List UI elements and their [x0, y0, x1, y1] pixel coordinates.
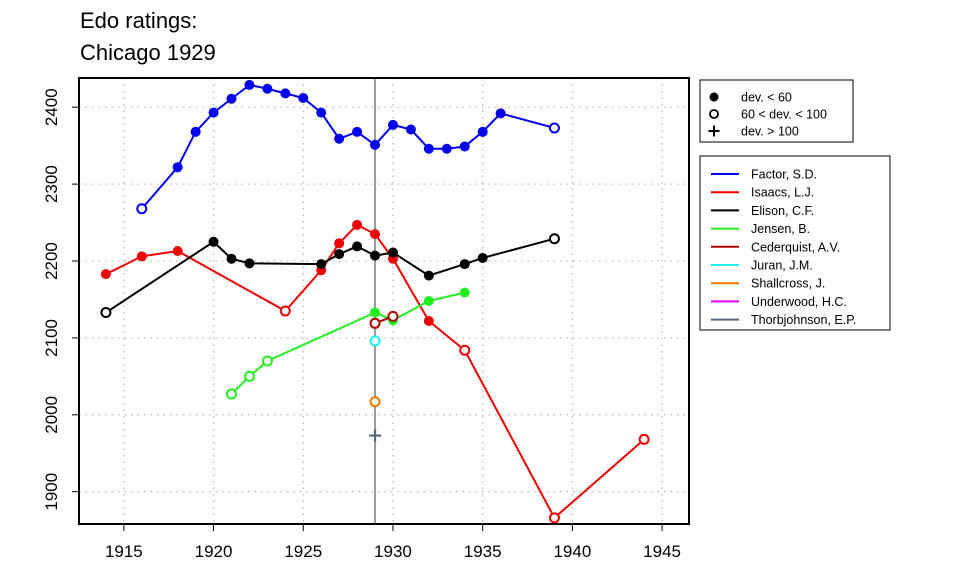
y-tick-label: 2400: [42, 88, 61, 126]
chart-title-line1: Edo ratings:: [80, 8, 198, 33]
legend-symbol-label: dev. > 100: [741, 125, 799, 139]
data-point-filled: [262, 83, 273, 94]
data-point-filled: [334, 133, 345, 144]
data-point-filled: [423, 315, 434, 326]
data-point-open: [459, 344, 471, 356]
data-point-filled: [226, 253, 237, 264]
data-point-filled: [172, 162, 183, 173]
legend-series-label: Jensen, B.: [751, 222, 810, 236]
data-point-filled: [423, 143, 434, 154]
data-point-filled: [477, 252, 488, 263]
legend-series-label: Thorbjohnson, E.P.: [751, 313, 856, 327]
data-point-filled: [477, 126, 488, 137]
data-point-filled: [316, 259, 327, 270]
data-point-filled: [244, 79, 255, 90]
y-tick-label: 2300: [42, 165, 61, 203]
x-tick-label: 1935: [464, 542, 502, 561]
data-point-filled: [387, 119, 398, 130]
x-tick-label: 1915: [105, 542, 143, 561]
data-point-filled: [370, 139, 381, 150]
data-point-open: [226, 388, 237, 400]
y-tick-label: 2200: [42, 242, 61, 280]
data-point-filled: [298, 92, 309, 103]
data-point-filled: [208, 107, 219, 118]
legend-symbol-label: 60 < dev. < 100: [741, 108, 827, 122]
data-point-filled: [244, 258, 255, 269]
data-point-open: [369, 396, 381, 408]
data-point-open: [136, 203, 148, 215]
x-tick-label: 1930: [374, 542, 412, 561]
data-point-filled: [441, 143, 452, 154]
legend-series-label: Underwood, H.C.: [751, 295, 847, 309]
legend-symbol-plus: [708, 125, 720, 137]
legend-series-label: Shallcross, J.: [751, 277, 825, 291]
x-tick-label: 1945: [643, 542, 681, 561]
data-point-filled: [352, 241, 363, 252]
data-point-open: [261, 355, 273, 367]
y-tick-label: 2100: [42, 319, 61, 357]
data-point-filled: [280, 88, 291, 99]
data-point-open: [638, 433, 650, 445]
legend-symbol-label: dev. < 60: [741, 91, 792, 105]
legend-series-label: Cederquist, A.V.: [751, 240, 840, 254]
data-point-filled: [316, 107, 327, 118]
x-tick-label: 1920: [195, 542, 233, 561]
data-point-open: [279, 305, 291, 317]
y-tick-label: 2000: [42, 396, 61, 434]
plot-frame: [78, 77, 690, 525]
data-point-filled: [370, 307, 381, 318]
data-point-filled: [190, 126, 201, 137]
data-point-filled: [352, 126, 363, 137]
series-line: [141, 83, 555, 210]
data-point-open: [548, 122, 560, 134]
data-point-filled: [172, 246, 183, 257]
data-point-filled: [459, 259, 470, 270]
data-point-filled: [459, 141, 470, 152]
chart-title-line2: Chicago 1929: [80, 40, 216, 65]
legend-symbol-open: [709, 109, 719, 119]
legend-series-label: Factor, S.D.: [751, 168, 817, 182]
data-point-open: [387, 310, 399, 322]
series-line: [230, 291, 465, 395]
data-point-filled: [423, 270, 434, 281]
data-point-filled: [459, 287, 470, 298]
data-point-filled: [405, 124, 416, 135]
data-point-filled: [387, 247, 398, 258]
data-point-open: [369, 317, 381, 329]
data-point-filled: [370, 250, 381, 261]
legend-series-label: Juran, J.M.: [751, 259, 813, 273]
x-tick-label: 1925: [284, 542, 322, 561]
y-tick-label: 1900: [42, 473, 61, 511]
data-point-plus: [369, 429, 382, 442]
legend-symbol-filled: [709, 92, 719, 102]
data-point-open: [369, 335, 381, 347]
data-point-filled: [352, 219, 363, 230]
data-point-filled: [100, 269, 111, 280]
data-point-filled: [334, 238, 345, 249]
data-point-open: [548, 512, 560, 524]
data-point-open: [100, 307, 112, 319]
data-point-filled: [334, 249, 345, 260]
data-point-filled: [495, 108, 506, 119]
data-point-filled: [136, 251, 147, 262]
symbol-legend-box: [699, 79, 854, 143]
legend-series-label: Isaacs, L.J.: [751, 186, 814, 200]
data-point-filled: [226, 93, 237, 104]
data-point-open: [243, 370, 255, 382]
legend-series-label: Elison, C.F.: [751, 204, 814, 218]
data-point-filled: [208, 236, 219, 247]
data-point-filled: [423, 296, 434, 306]
x-tick-label: 1940: [553, 542, 591, 561]
data-point-open: [548, 233, 560, 245]
data-point-filled: [370, 229, 381, 240]
